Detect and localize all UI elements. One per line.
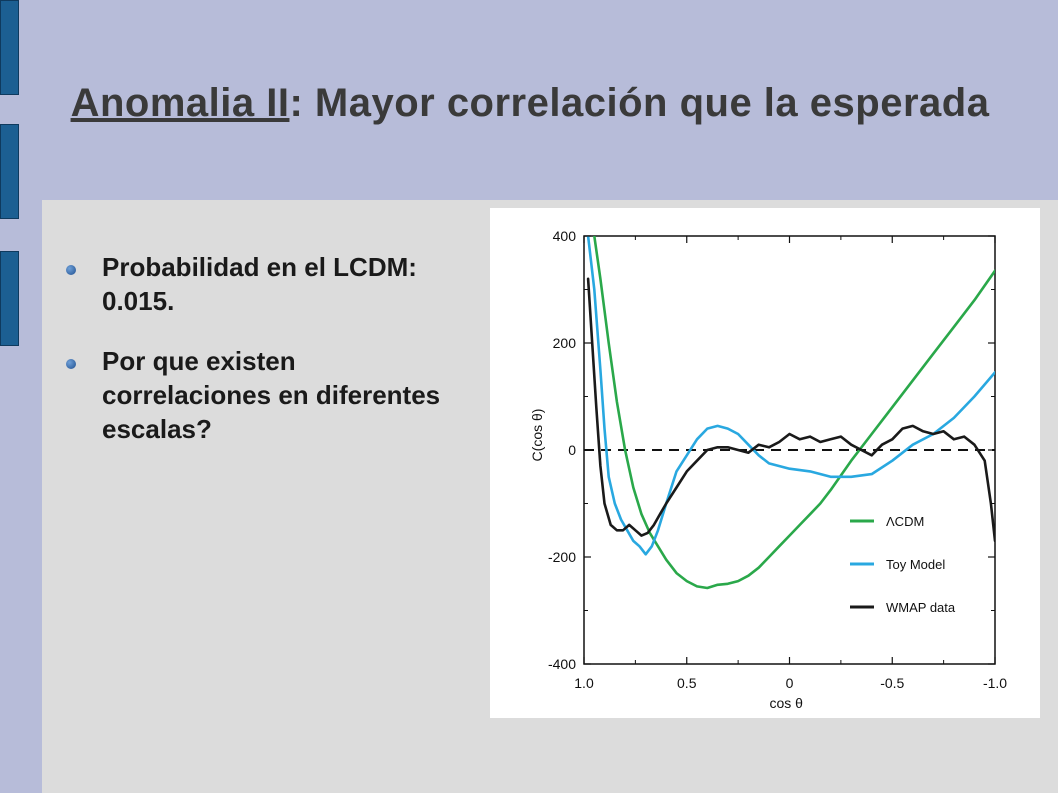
title-rest: : Mayor correlación que la esperada [289,81,990,125]
y-tick-label: 200 [553,335,577,351]
x-tick-label: 0 [786,675,794,691]
title-band [42,0,1058,200]
y-tick-label: -400 [548,656,576,672]
decorative-bar-middle [0,124,19,219]
bullet-item: Por que existen correlaciones en diferen… [66,344,456,446]
decorative-bar-bottom [0,251,19,346]
y-tick-label: -200 [548,549,576,565]
legend-group: ΛCDM Toy Model WMAP data [850,514,956,615]
title-underlined-part: Anomalia II [70,81,290,125]
x-tick-label: -0.5 [880,675,904,691]
bullet-icon [66,265,76,275]
series-line-2 [586,277,995,543]
legend-label: ΛCDM [886,514,924,529]
bullet-item: Probabilidad en el LCDM: 0.015. [66,250,456,318]
slide-title: Anomalia II: Mayor correlación que la es… [60,78,1000,128]
bullet-icon [66,359,76,369]
legend-label: WMAP data [886,600,956,615]
bullet-text: Probabilidad en el LCDM: 0.015. [102,252,417,316]
series-line-1 [586,236,995,556]
series-group [586,236,995,590]
x-tick-label: 0.5 [677,675,697,691]
x-tick-label: -1.0 [983,675,1007,691]
left-strip [0,0,42,793]
y-tick-label: 0 [568,442,576,458]
bullet-list: Probabilidad en el LCDM: 0.015. Por que … [66,250,456,472]
series-line-0 [593,236,995,590]
chart-panel: 400 200 0 -200 -400 1.0 0.5 0 -0.5 -1.0 ΛCDM Toy M… [490,208,1040,718]
legend-label: Toy Model [886,557,945,572]
y-axis-title: C(cos θ) [529,409,545,462]
ticks-group: 400 200 0 -200 -400 1.0 0.5 0 -0.5 -1.0 [548,228,1007,691]
x-axis-title: cos θ [770,695,804,711]
x-tick-label: 1.0 [574,675,594,691]
bullet-text: Por que existen correlaciones en diferen… [102,346,441,444]
decorative-bar-top [0,0,19,95]
correlation-chart: 400 200 0 -200 -400 1.0 0.5 0 -0.5 -1.0 ΛCDM Toy M… [529,228,1007,711]
y-tick-label: 400 [553,228,577,244]
